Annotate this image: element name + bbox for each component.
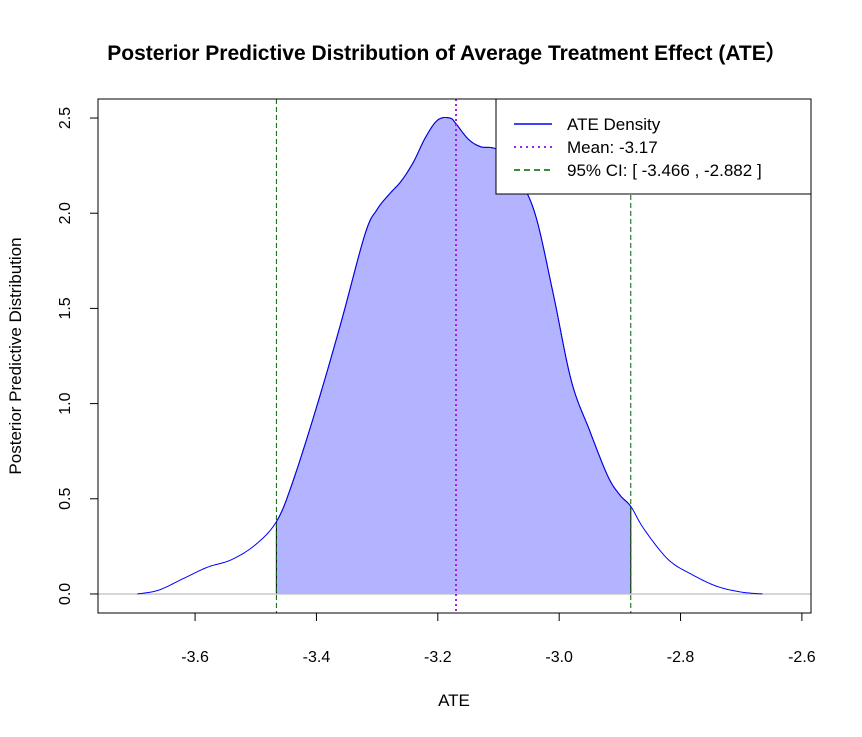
x-tick-label: -3.4 <box>303 649 331 666</box>
y-tick-label: 1.0 <box>57 392 74 414</box>
legend-box <box>495 98 812 195</box>
legend: ATE Density Mean: -3.17 95% CI: [ -3.466 ,… <box>495 98 812 195</box>
y-tick-label: 0.0 <box>57 583 74 605</box>
legend-label: 95% CI: [ -3.466 , -2.882 ] <box>567 161 762 180</box>
x-tick-label: -3.2 <box>424 649 452 666</box>
legend-label: Mean: -3.17 <box>567 138 658 157</box>
x-axis-label: ATE <box>438 691 470 710</box>
x-axis: -3.6 -3.4 -3.2 -3.0 -2.8 -2.6 <box>181 612 816 666</box>
x-tick-label: -3.0 <box>545 649 573 666</box>
y-axis: 0.0 0.5 1.0 1.5 2.0 2.5 <box>57 107 99 605</box>
x-tick-label: -2.8 <box>667 649 695 666</box>
y-tick-label: 2.5 <box>57 107 74 129</box>
plot-area <box>98 99 811 613</box>
x-tick-label: -3.6 <box>181 649 209 666</box>
x-tick-label: -2.6 <box>788 649 816 666</box>
legend-label: ATE Density <box>567 115 661 134</box>
y-tick-label: 1.5 <box>57 297 74 319</box>
y-tick-label: 2.0 <box>57 202 74 224</box>
y-tick-label: 0.5 <box>57 488 74 510</box>
chart-title: Posterior Predictive Distribution of Ave… <box>107 41 787 65</box>
y-axis-label: Posterior Predictive Distribution <box>6 237 25 474</box>
density-line <box>137 117 763 595</box>
